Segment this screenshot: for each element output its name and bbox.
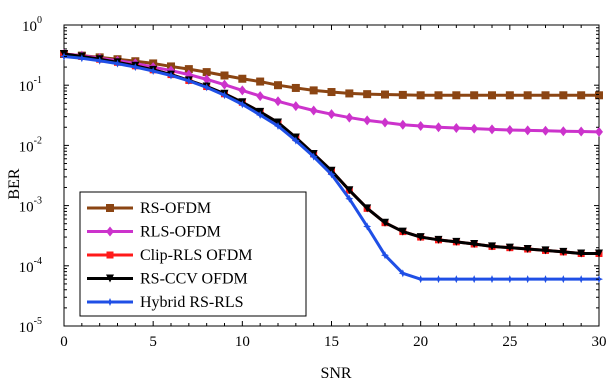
data-point: [256, 78, 264, 86]
data-point: [506, 91, 514, 99]
data-point: [221, 71, 229, 79]
data-point: [238, 85, 246, 95]
data-point: [221, 80, 229, 90]
data-point: [274, 81, 282, 89]
legend-label: Hybrid RS-RLS: [140, 294, 244, 311]
x-axis-label: SNR: [320, 365, 351, 382]
data-point: [506, 125, 514, 135]
data-point: [524, 125, 532, 135]
data-point: [577, 275, 585, 283]
series-rs-ofdm: [60, 50, 603, 99]
data-point: [310, 105, 318, 115]
data-point: [595, 127, 603, 137]
data-point: [559, 275, 567, 283]
legend-label: RLS-OFDM: [140, 224, 221, 241]
y-tick-label: 10-2: [19, 135, 42, 155]
data-point: [328, 88, 336, 96]
y-axis-label: BER: [6, 168, 23, 199]
data-point: [435, 275, 443, 283]
data-point: [399, 120, 407, 130]
x-tick-label: 30: [592, 334, 607, 350]
data-point: [470, 275, 478, 283]
data-point: [559, 91, 567, 99]
legend-label: RS-OFDM: [140, 200, 211, 217]
data-point: [345, 89, 353, 97]
x-tick-label: 0: [60, 334, 68, 350]
data-point: [542, 91, 550, 99]
data-point: [417, 121, 425, 131]
data-point: [524, 91, 532, 99]
data-point: [488, 91, 496, 99]
data-point: [345, 113, 353, 123]
y-tick-label: 100: [22, 15, 42, 35]
y-tick-label: 10-1: [19, 75, 42, 95]
data-point: [363, 115, 371, 125]
data-point: [363, 90, 371, 98]
legend-label: Clip-RLS OFDM: [140, 247, 252, 264]
data-point: [470, 91, 478, 99]
data-point: [488, 275, 496, 283]
y-tick-label: 10-4: [19, 256, 42, 276]
data-point: [452, 91, 460, 99]
data-point: [238, 75, 246, 83]
data-point: [435, 122, 443, 132]
data-point: [381, 118, 389, 128]
data-point: [524, 275, 532, 283]
legend-label: RS-CCV OFDM: [140, 271, 248, 288]
data-point: [542, 275, 550, 283]
x-tick-label: 5: [149, 334, 157, 350]
data-point: [274, 96, 282, 106]
data-point: [417, 275, 425, 283]
data-point: [328, 109, 336, 119]
data-point: [452, 275, 460, 283]
legend-swatch-marker: [106, 204, 114, 212]
x-tick-label: 10: [235, 334, 250, 350]
data-point: [292, 84, 300, 92]
data-point: [506, 275, 514, 283]
data-point: [292, 101, 300, 111]
data-point: [256, 91, 264, 101]
data-point: [310, 86, 318, 94]
data-point: [417, 91, 425, 99]
data-point: [577, 91, 585, 99]
y-tick-label: 10-5: [19, 316, 42, 336]
data-point: [399, 91, 407, 99]
data-point: [452, 123, 460, 133]
x-tick-label: 15: [324, 334, 339, 350]
data-point: [542, 126, 550, 136]
legend-swatch-marker: [107, 252, 114, 259]
data-point: [559, 126, 567, 136]
data-point: [435, 91, 443, 99]
x-tick-label: 25: [502, 334, 517, 350]
data-point: [488, 124, 496, 134]
data-point: [577, 127, 585, 137]
x-tick-label: 20: [413, 334, 428, 350]
data-point: [470, 124, 478, 134]
data-point: [381, 91, 389, 99]
legend: RS-OFDM RLS-OFDM Clip-RLS OFDM RS-CCV OFDM H…: [80, 192, 306, 316]
